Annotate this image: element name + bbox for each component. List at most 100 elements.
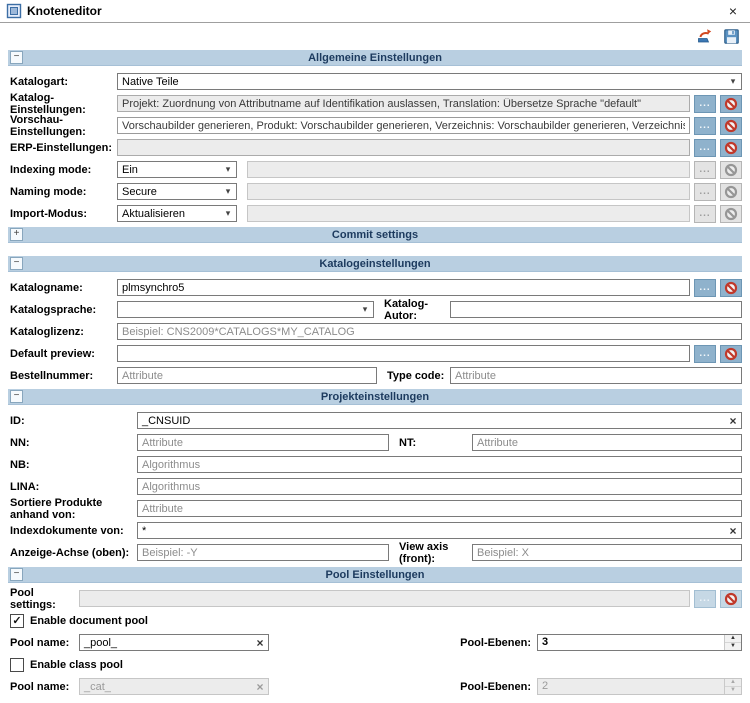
- erp-einstellungen-reset-button[interactable]: [720, 138, 742, 157]
- katalog-einstellungen-reset-button[interactable]: [720, 94, 742, 113]
- bestellnummer-label: Bestellnummer:: [10, 369, 94, 382]
- kataloglizenz-field[interactable]: [117, 323, 742, 340]
- anzeige-achse-field[interactable]: [137, 544, 389, 561]
- katalogart-combobox[interactable]: Native Teile ▾: [117, 73, 742, 90]
- default-preview-field[interactable]: [117, 345, 690, 362]
- katalogart-label: Katalogart:: [10, 75, 69, 88]
- default-preview-reset-button[interactable]: [720, 344, 742, 363]
- close-icon[interactable]: ×: [728, 3, 738, 19]
- reload-icon[interactable]: [696, 28, 713, 45]
- bestellnummer-field[interactable]: [117, 367, 377, 384]
- katalog-einstellungen-field[interactable]: [117, 95, 690, 112]
- indexdokumente-field[interactable]: * ×: [137, 522, 742, 539]
- class-pool-name-value: _cat_: [84, 680, 111, 693]
- chevron-down-icon[interactable]: ▾: [225, 186, 231, 196]
- katalog-einstellungen-browse-button[interactable]: ...: [694, 94, 716, 113]
- sortiere-produkte-field[interactable]: [137, 500, 742, 517]
- import-modus-value: Aktualisieren: [122, 207, 185, 220]
- nt-field[interactable]: [472, 434, 742, 451]
- view-axis-field[interactable]: [472, 544, 742, 561]
- indexing-mode-label: Indexing mode:: [10, 163, 92, 176]
- row-enable-class-pool: Enable class pool: [8, 656, 742, 673]
- view-axis-label: View axis (front):: [399, 540, 449, 565]
- nb-label: NB:: [10, 458, 30, 471]
- indexdokumente-label: Indexdokumente von:: [10, 524, 124, 537]
- katalogname-field[interactable]: [117, 279, 690, 296]
- row-lina: LINA:: [8, 478, 742, 495]
- default-preview-browse-button[interactable]: ...: [694, 344, 716, 363]
- chevron-down-icon[interactable]: ▾: [730, 76, 736, 86]
- form-content: − Allgemeine Einstellungen Katalogart: N…: [0, 49, 750, 695]
- pool-settings-reset-button[interactable]: [720, 589, 742, 608]
- section-header-allgemeine: − Allgemeine Einstellungen: [8, 50, 742, 66]
- row-erp-einstellungen: ERP-Einstellungen: ...: [8, 138, 742, 157]
- vorschau-einstellungen-label: Vorschau-Einstellungen:: [10, 113, 86, 138]
- collapse-icon[interactable]: −: [10, 51, 23, 64]
- import-modus-combobox[interactable]: Aktualisieren ▾: [117, 205, 237, 222]
- katalogname-reset-button[interactable]: [720, 278, 742, 297]
- spin-down-icon[interactable]: ▼: [725, 643, 741, 650]
- class-pool-ebenen-spinner: 2 ▲ ▼: [537, 678, 742, 695]
- doc-pool-ebenen-value: 3: [542, 636, 549, 648]
- vorschau-einstellungen-browse-button[interactable]: ...: [694, 116, 716, 135]
- section-title: Allgemeine Einstellungen: [308, 51, 442, 64]
- naming-mode-combobox[interactable]: Secure ▾: [117, 183, 237, 200]
- katalogsprache-label: Katalogsprache:: [10, 303, 97, 316]
- clear-icon[interactable]: ×: [729, 523, 737, 538]
- row-doc-pool-name: Pool name: _pool_ × Pool-Ebenen: 3 ▲ ▼: [8, 634, 742, 651]
- import-modus-reset-button: [720, 204, 742, 223]
- enable-class-pool-checkbox[interactable]: [10, 657, 24, 672]
- pool-settings-browse-button[interactable]: ...: [694, 589, 716, 608]
- row-katalog-einstellungen: Katalog-Einstellungen: ...: [8, 92, 742, 116]
- block-icon: [724, 207, 738, 220]
- expand-icon[interactable]: +: [10, 228, 23, 241]
- enable-document-pool-checkbox[interactable]: ✓: [10, 613, 24, 628]
- vorschau-einstellungen-reset-button[interactable]: [720, 116, 742, 135]
- section-title: Pool Einstellungen: [325, 568, 425, 581]
- chevron-down-icon[interactable]: ▾: [362, 304, 368, 314]
- erp-einstellungen-field[interactable]: [117, 139, 690, 156]
- row-pool-settings: Pool settings: ...: [8, 587, 742, 611]
- indexing-mode-reset-button: [720, 160, 742, 179]
- doc-pool-name-field[interactable]: _pool_ ×: [79, 634, 269, 651]
- row-katalogsprache: Katalogsprache: ▾ Katalog-Autor:: [8, 298, 742, 322]
- clear-icon: ×: [256, 679, 264, 694]
- import-modus-extra-field: [247, 205, 690, 222]
- spin-up-icon[interactable]: ▲: [725, 635, 741, 643]
- nn-field[interactable]: [137, 434, 389, 451]
- katalogsprache-combobox[interactable]: ▾: [117, 301, 374, 318]
- doc-pool-ebenen-spinner[interactable]: 3 ▲ ▼: [537, 634, 742, 651]
- collapse-icon[interactable]: −: [10, 568, 23, 581]
- collapse-icon[interactable]: −: [10, 390, 23, 403]
- clear-icon[interactable]: ×: [256, 635, 264, 650]
- lina-label: LINA:: [10, 480, 40, 493]
- nn-label: NN:: [10, 436, 30, 449]
- nb-field[interactable]: [137, 456, 742, 473]
- indexing-mode-extra-field: [247, 161, 690, 178]
- chevron-down-icon[interactable]: ▾: [225, 164, 231, 174]
- collapse-icon[interactable]: −: [10, 257, 23, 270]
- row-katalogname: Katalogname: ...: [8, 278, 742, 297]
- save-icon[interactable]: [723, 28, 740, 45]
- clear-icon[interactable]: ×: [729, 413, 737, 428]
- chevron-down-icon[interactable]: ▾: [225, 208, 231, 218]
- vorschau-einstellungen-field[interactable]: [117, 117, 690, 134]
- import-modus-browse-button: ...: [694, 204, 716, 223]
- katalogname-browse-button[interactable]: ...: [694, 278, 716, 297]
- indexing-mode-combobox[interactable]: Ein ▾: [117, 161, 237, 178]
- anzeige-achse-label: Anzeige-Achse (oben):: [10, 546, 130, 559]
- id-field[interactable]: _CNSUID ×: [137, 412, 742, 429]
- type-code-field[interactable]: [450, 367, 742, 384]
- erp-einstellungen-browse-button[interactable]: ...: [694, 138, 716, 157]
- row-id: ID: _CNSUID ×: [8, 412, 742, 429]
- lina-field[interactable]: [137, 478, 742, 495]
- row-import-modus: Import-Modus: Aktualisieren ▾ ...: [8, 204, 742, 223]
- nt-label: NT:: [399, 436, 417, 449]
- row-default-preview: Default preview: ...: [8, 344, 742, 363]
- block-icon: [724, 185, 738, 198]
- katalog-autor-field[interactable]: [450, 301, 742, 318]
- indexing-mode-value: Ein: [122, 163, 138, 176]
- indexdokumente-value: *: [142, 524, 147, 537]
- row-indexdokumente: Indexdokumente von: * ×: [8, 522, 742, 539]
- block-icon: [724, 592, 738, 605]
